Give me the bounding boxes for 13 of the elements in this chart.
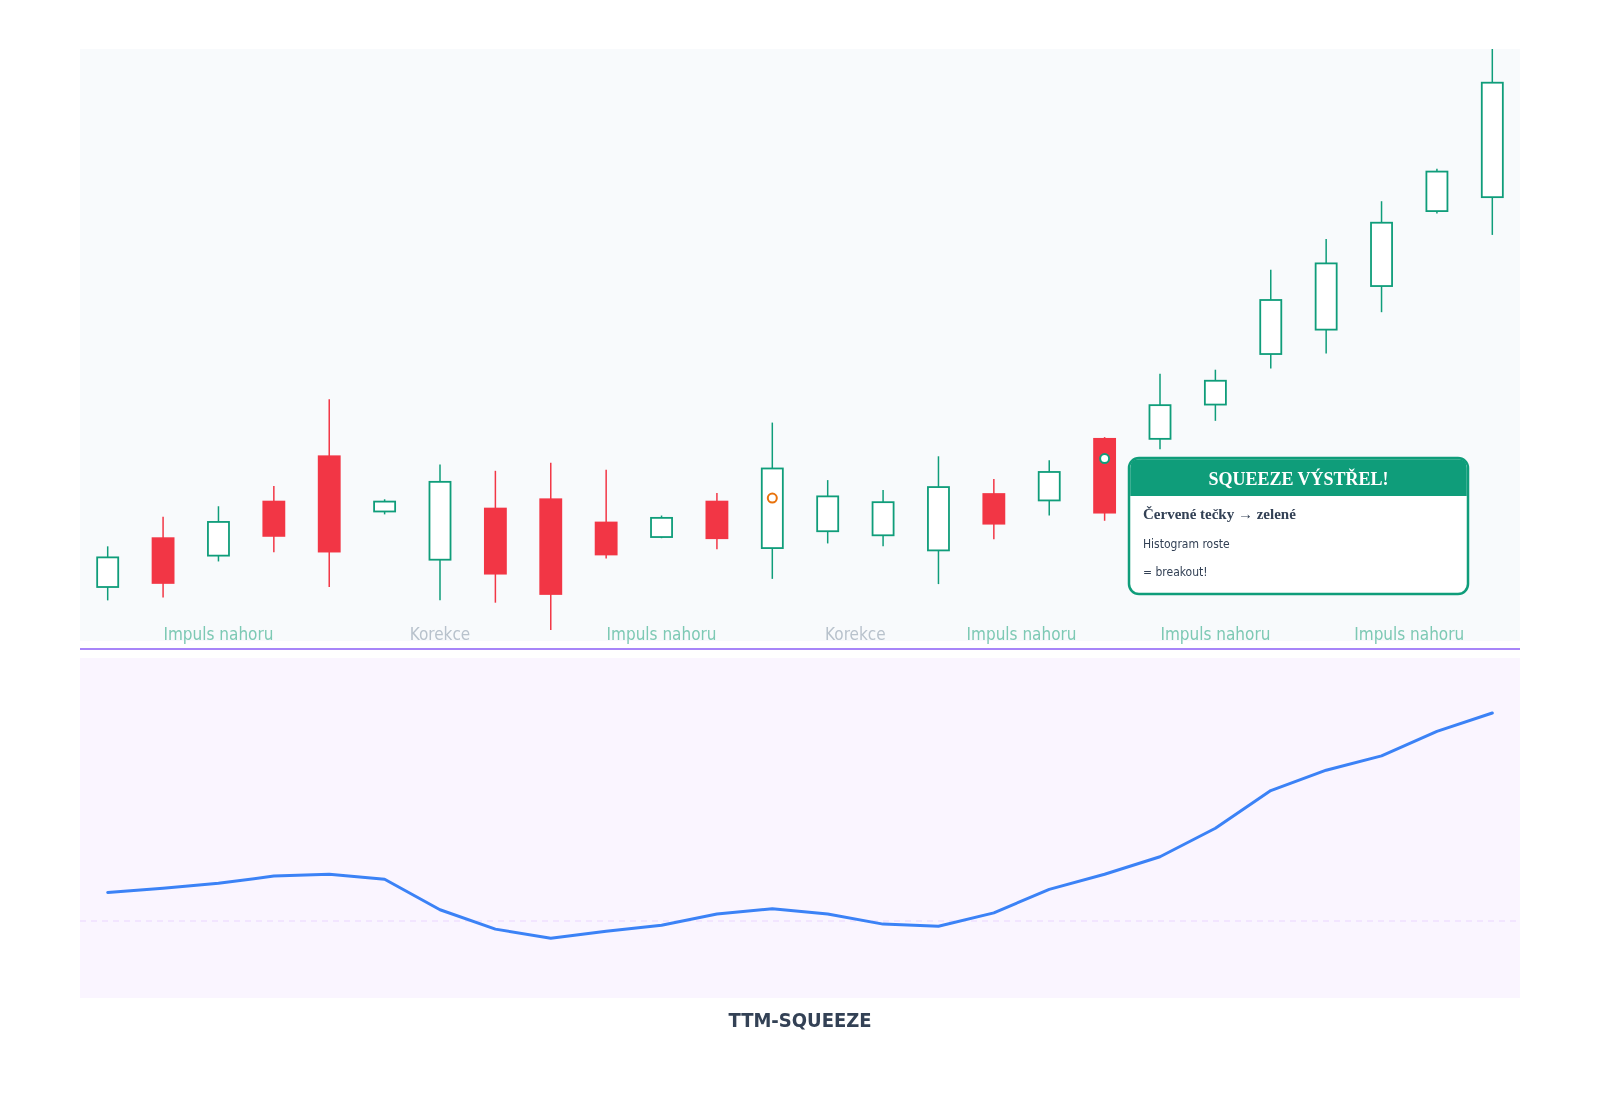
x-axis-title: TTM-SQUEEZE [728, 1008, 872, 1032]
annotation: Korekce [409, 624, 471, 644]
annotation: = breakout! [1143, 565, 1208, 579]
annotation: Impuls nahoru [966, 624, 1077, 644]
annotation: Histogram roste [1143, 537, 1231, 551]
annotation: Červené tečky → zelené [1143, 506, 1297, 522]
annotation: Impuls nahoru [163, 624, 274, 644]
candlestick [1203, 368, 1227, 422]
annotation: SQUEEZE VÝSTŘEL! [1208, 468, 1389, 489]
annotation: Impuls nahoru [1160, 624, 1271, 644]
annotation: Impuls nahoru [1354, 624, 1465, 644]
annotation: Korekce [825, 624, 886, 644]
annotation: Impuls nahoru [606, 624, 717, 644]
